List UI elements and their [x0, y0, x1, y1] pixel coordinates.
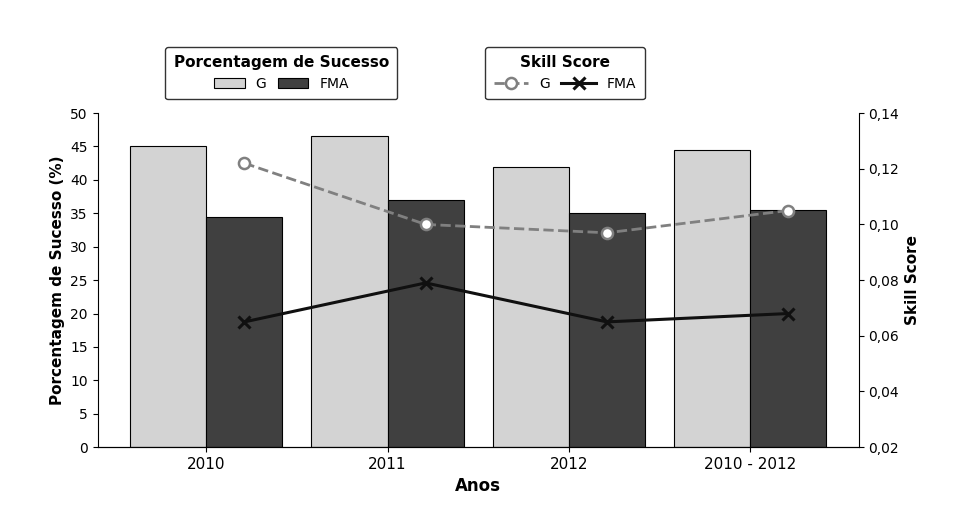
- Y-axis label: Skill Score: Skill Score: [905, 235, 920, 325]
- Bar: [569, 213, 645, 447]
- Legend: G, FMA: G, FMA: [485, 47, 645, 99]
- Bar: [751, 210, 827, 447]
- Bar: [311, 136, 387, 447]
- Bar: [674, 150, 751, 447]
- X-axis label: Anos: Anos: [455, 478, 502, 495]
- Bar: [387, 200, 464, 447]
- Bar: [130, 146, 206, 447]
- Bar: [493, 167, 569, 447]
- Y-axis label: Porcentagem de Sucesso (%): Porcentagem de Sucesso (%): [50, 155, 64, 405]
- Bar: [206, 216, 282, 447]
